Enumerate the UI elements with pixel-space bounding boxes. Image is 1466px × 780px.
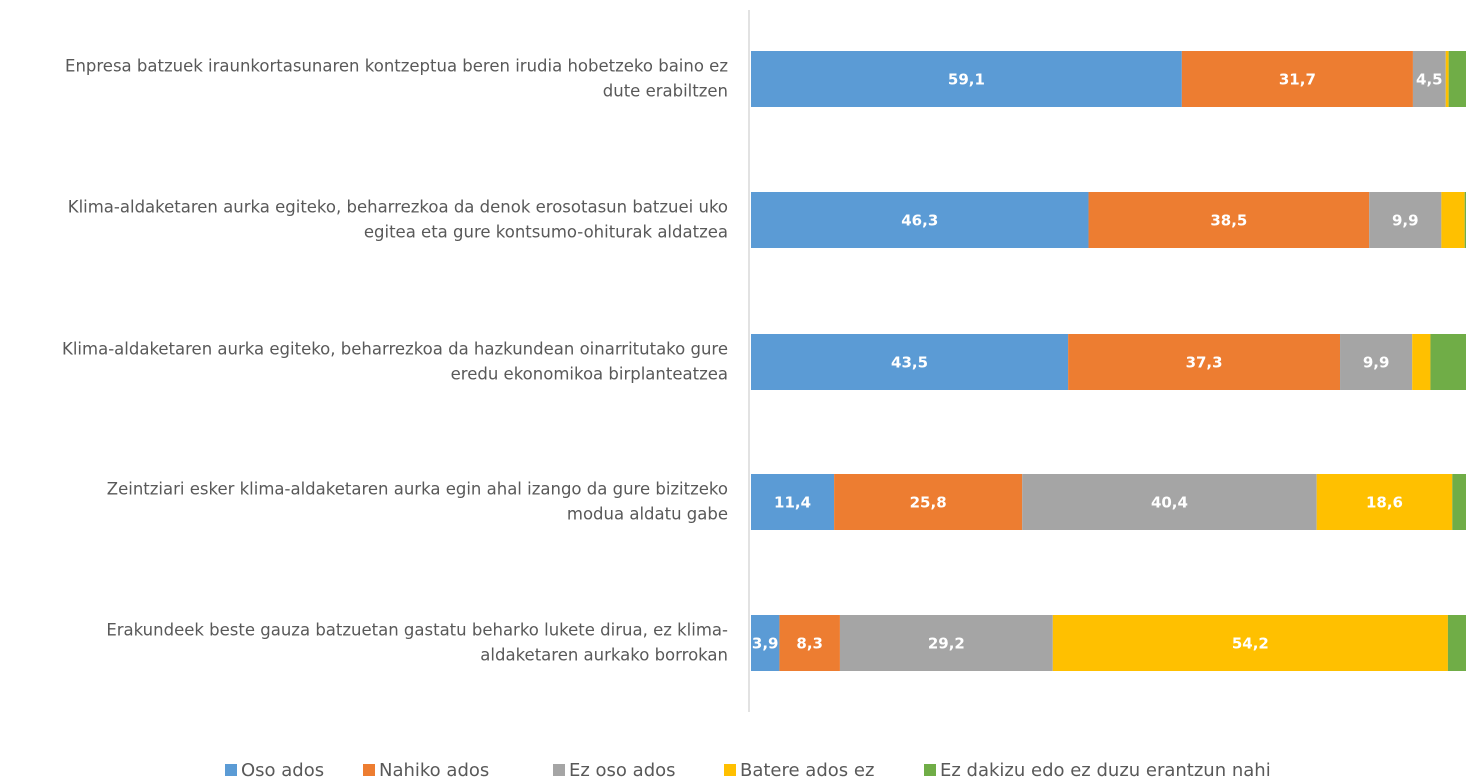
legend-label: Nahiko ados — [379, 760, 489, 780]
category-label: egitea eta gure kontsumo-ohiturak aldatz… — [364, 223, 728, 242]
legend-swatch — [553, 764, 565, 776]
bar-segment — [1452, 474, 1466, 530]
data-label: 43,5 — [891, 354, 928, 372]
data-label: 31,7 — [1279, 71, 1316, 89]
bar-segment — [1412, 51, 1446, 107]
bar-segment — [1340, 334, 1413, 390]
category-label: aldaketaren aurkako borrokan — [480, 646, 728, 665]
bar-segment — [751, 51, 1182, 107]
bar-segment — [751, 192, 1089, 248]
data-label: 38,5 — [1210, 212, 1247, 230]
data-label: 59,1 — [948, 71, 985, 89]
bar-segment — [1447, 615, 1466, 671]
bar-segment — [1441, 192, 1465, 248]
legend-label: Batere ados ez — [740, 760, 874, 780]
category-label: Enpresa batzuek iraunkortasunaren kontze… — [65, 57, 728, 76]
data-label: 40,4 — [1151, 494, 1188, 512]
bar-segment — [839, 615, 1053, 671]
data-label: 4,5 — [1416, 71, 1443, 89]
bar-segment — [1088, 192, 1370, 248]
bar-segment — [1052, 615, 1448, 671]
data-label: 18,6 — [1366, 494, 1403, 512]
data-label: 54,2 — [1232, 635, 1269, 653]
bar-segment — [1464, 192, 1466, 248]
data-label: 37,3 — [1186, 354, 1223, 372]
bar-segment — [751, 474, 835, 530]
category-label: Klima-aldaketaren aurka egiteko, beharre… — [62, 340, 728, 359]
data-label: 9,9 — [1392, 212, 1419, 230]
data-label: 25,8 — [910, 494, 947, 512]
category-label: Klima-aldaketaren aurka egiteko, beharre… — [68, 198, 728, 217]
bar-segment — [751, 615, 780, 671]
bar-segment — [1316, 474, 1453, 530]
bar-segment — [1369, 192, 1442, 248]
category-label: Zeintziari esker klima-aldaketaren aurka… — [107, 480, 728, 499]
bar-segment — [1412, 334, 1431, 390]
legend-swatch — [924, 764, 936, 776]
data-label: 11,4 — [774, 494, 811, 512]
data-label: 29,2 — [928, 635, 965, 653]
legend-swatch — [363, 764, 375, 776]
data-label: 8,3 — [796, 635, 823, 653]
legend-swatch — [225, 764, 237, 776]
legend-label: Oso ados — [241, 760, 324, 780]
category-label: modua aldatu gabe — [567, 505, 728, 524]
data-label: 9,9 — [1363, 354, 1390, 372]
category-label: eredu ekonomikoa birplanteatzea — [451, 365, 728, 384]
bar-segment — [1445, 51, 1449, 107]
data-label: 46,3 — [901, 212, 938, 230]
bar-segment — [1430, 334, 1466, 390]
bar-segment — [834, 474, 1023, 530]
bar-segment — [1181, 51, 1413, 107]
legend-swatch — [724, 764, 736, 776]
bar-segment — [779, 615, 840, 671]
bar-segment — [1448, 51, 1466, 107]
legend-label: Ez oso ados — [569, 760, 676, 780]
category-label: Erakundeek beste gauza batzuetan gastatu… — [106, 621, 728, 640]
bar-segment — [751, 334, 1069, 390]
category-label: dute erabiltzen — [603, 82, 728, 101]
bar-segment — [1068, 334, 1341, 390]
data-label: 3,9 — [752, 635, 779, 653]
bar-segment — [1022, 474, 1317, 530]
legend-label: Ez dakizu edo ez duzu erantzun nahi — [940, 760, 1271, 780]
